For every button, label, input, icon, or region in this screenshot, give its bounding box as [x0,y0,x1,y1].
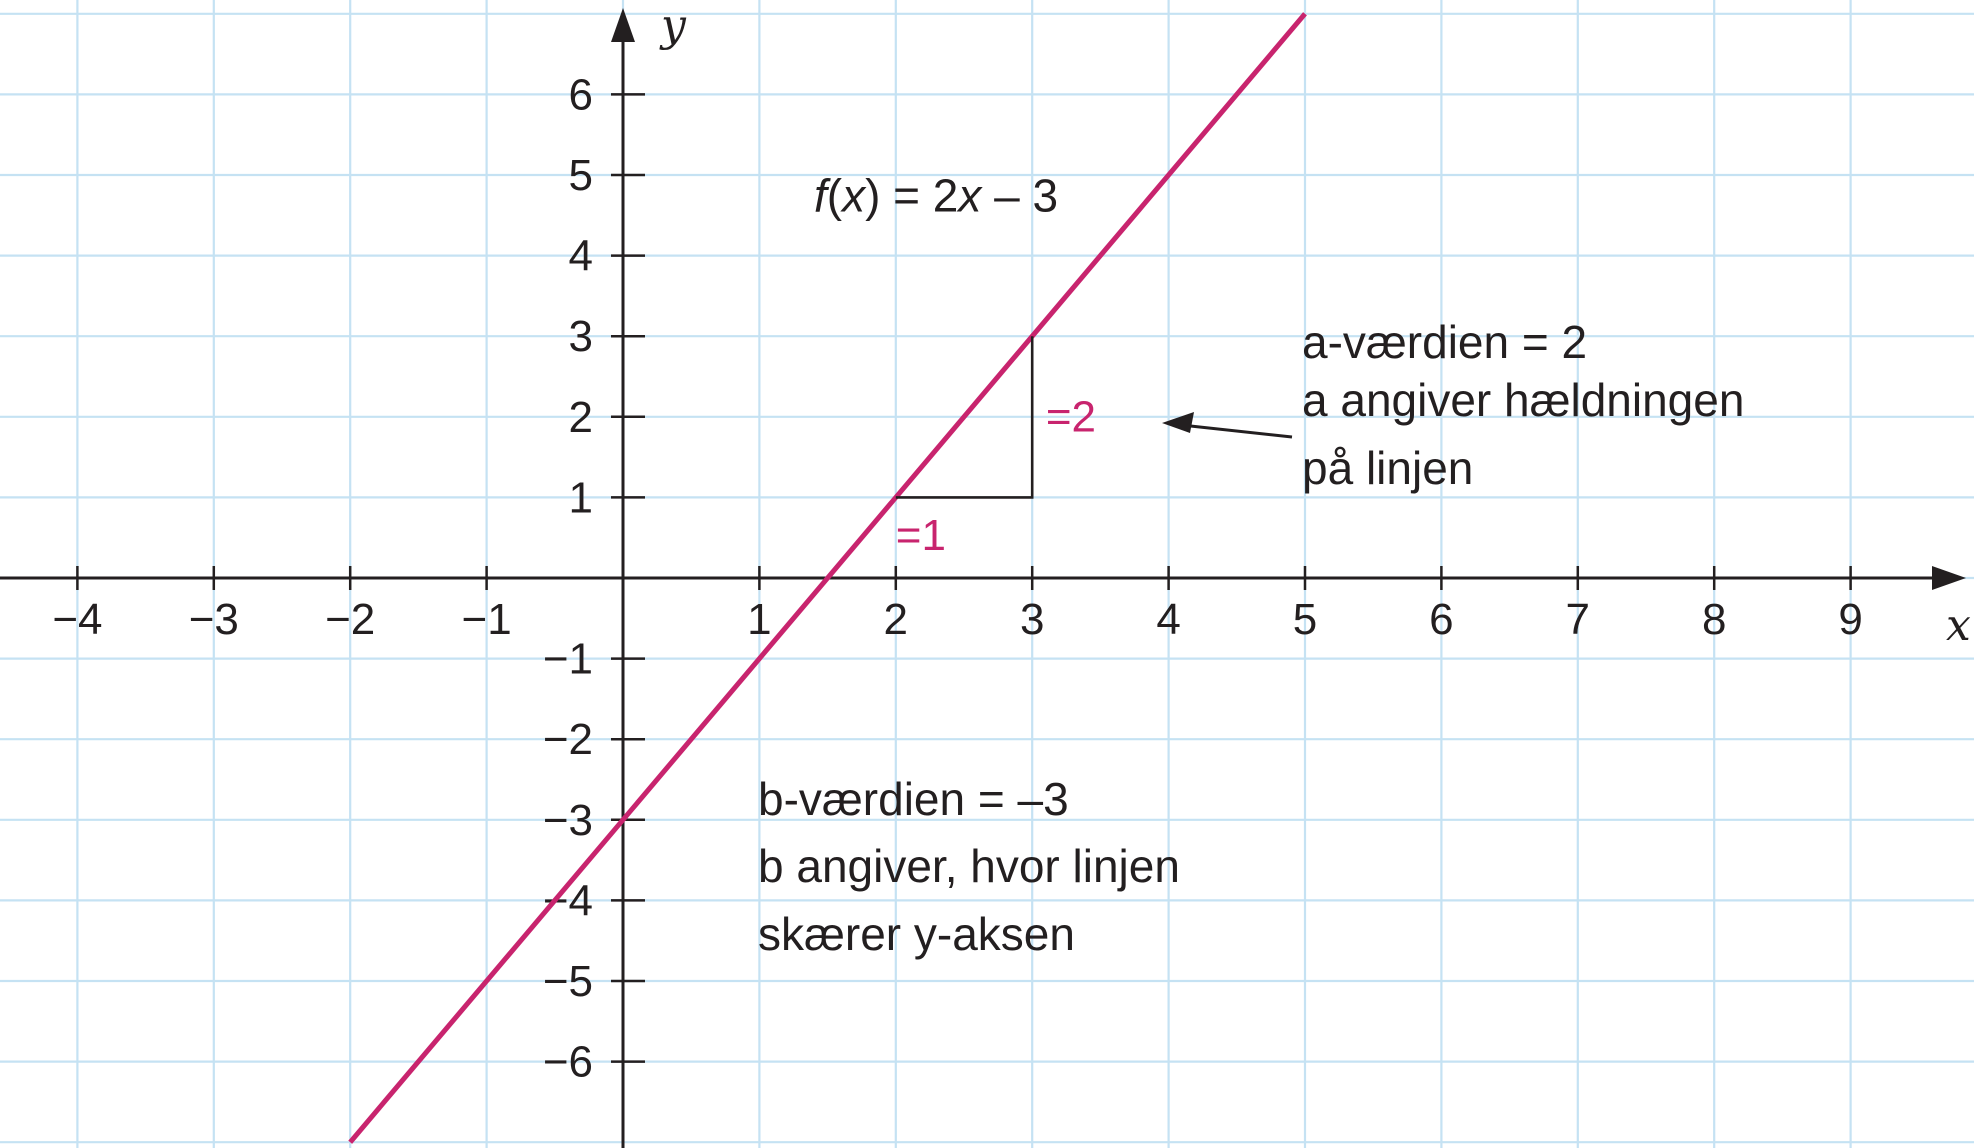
x-tick-label: −1 [462,595,512,644]
a-note-line-2: a angiver hældningen [1302,374,1744,426]
series-layer [348,12,1307,1144]
function-label-eq: ) = 2 [865,169,958,221]
b-value-annotation: b-værdien = –3 b angiver, hvor linjen sk… [758,773,1180,960]
y-tick-label: −3 [543,796,593,845]
y-tick-label: −5 [543,957,593,1006]
slope-triangle-legs [895,336,1034,499]
x-axis-label: x [1946,600,1971,651]
b-note-line-1: b-værdien = –3 [758,773,1069,825]
y-axis-label: y [659,0,687,51]
rise-label: =2 [1046,392,1096,441]
function-label-rest: – 3 [981,169,1058,221]
y-tick-label: −6 [543,1038,593,1087]
function-line [348,12,1307,1144]
y-tick-label: 5 [569,151,593,200]
y-tick-label: −1 [543,635,593,684]
y-axis-arrowhead [611,8,635,42]
x-tick-label: 2 [884,595,908,644]
a-note-line-1: a-værdien = 2 [1302,316,1587,368]
function-label-f: f [814,169,831,221]
y-tick-label: 2 [569,393,593,442]
b-note-line-2: b angiver, hvor linjen [758,840,1180,892]
x-tick-label: −2 [325,595,375,644]
b-note-line-3: skærer y-aksen [758,908,1075,960]
x-tick-label: 7 [1566,595,1590,644]
function-label: f(x) = 2x – 3 [814,169,1058,221]
a-value-annotation: a-værdien = 2 a angiver hældningen på li… [1162,316,1744,494]
function-label-x: x [840,169,867,221]
annotation-arrow-head [1162,412,1194,433]
slope-triangle: =1 =2 [895,336,1096,560]
y-tick-label: 6 [569,70,593,119]
function-label-open: ( [827,169,843,221]
x-tick-label: 9 [1838,595,1862,644]
a-note-line-3: på linjen [1302,442,1473,494]
x-tick-label: 6 [1429,595,1453,644]
y-tick-label: 1 [569,473,593,522]
x-tick-label: −4 [52,595,102,644]
x-tick-label: −3 [189,595,239,644]
function-label-x2: x [956,169,983,221]
run-label: =1 [896,511,946,560]
x-tick-label: 8 [1702,595,1726,644]
annotation-arrow-shaft [1171,422,1293,439]
y-tick-label: 4 [569,232,593,281]
x-axis-arrowhead [1932,566,1966,590]
x-tick-label: 4 [1156,595,1180,644]
x-tick-label: 3 [1020,595,1044,644]
x-tick-label: 1 [747,595,771,644]
x-tick-label: 5 [1293,595,1317,644]
y-tick-label: 3 [569,312,593,361]
axes [0,8,1966,1148]
y-tick-label: −2 [543,715,593,764]
